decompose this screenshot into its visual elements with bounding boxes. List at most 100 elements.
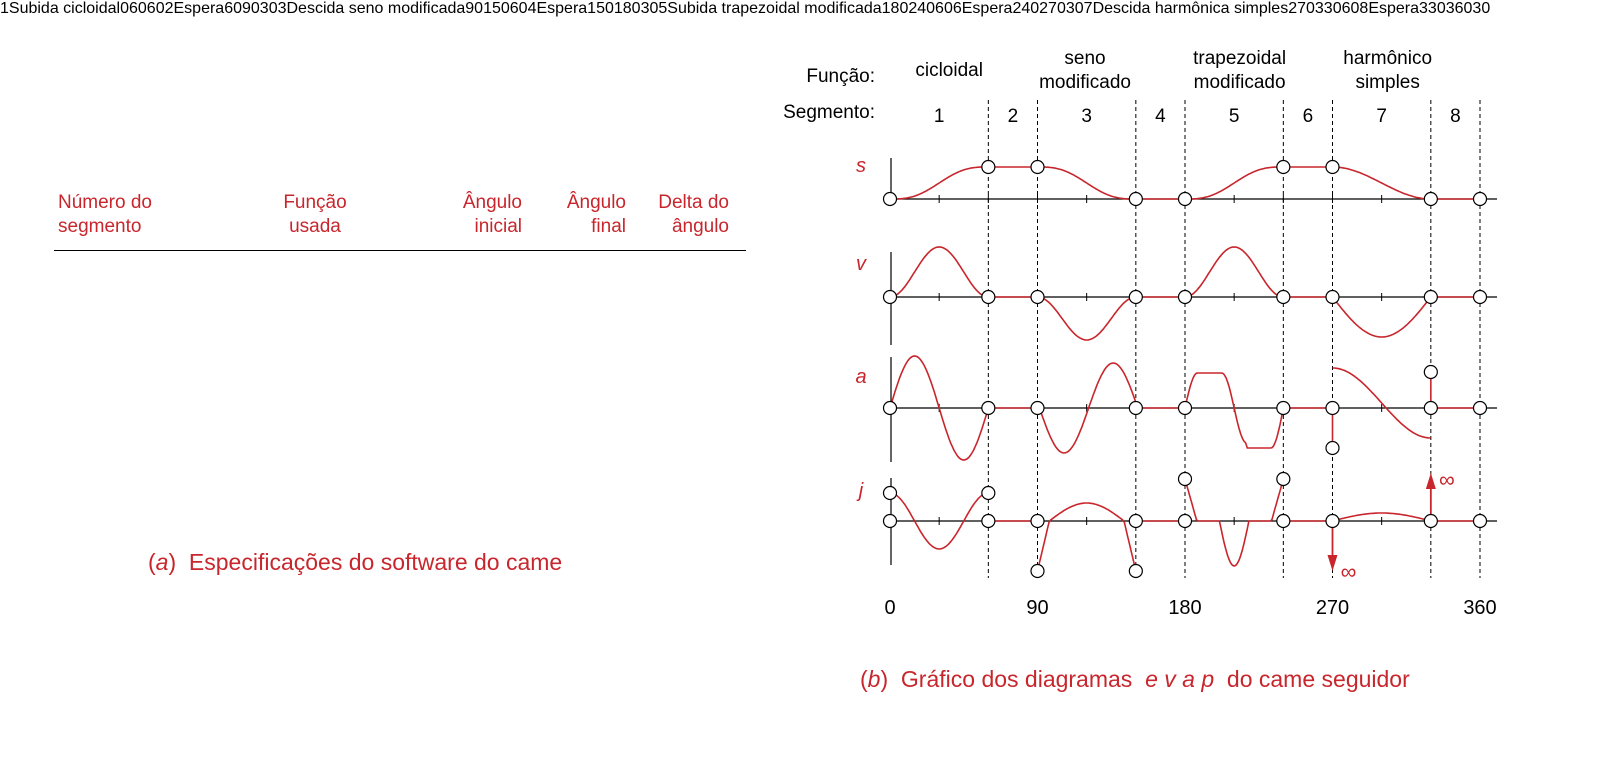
table-header-rule xyxy=(54,250,746,251)
segment-number: 5 xyxy=(1229,106,1240,127)
j-boundary-marker xyxy=(1325,513,1340,529)
cell-function: Subida cicloidal xyxy=(8,0,121,17)
j-boundary-marker xyxy=(882,485,898,501)
v-curve-1 xyxy=(889,246,989,298)
v-curve-3 xyxy=(1037,296,1136,341)
header-function-used: Função usada xyxy=(283,192,347,237)
j-curve-7 xyxy=(1332,512,1431,522)
v-boundary-marker xyxy=(1472,289,1488,305)
x-axis-label: 0 xyxy=(884,597,895,619)
cell-start: 60 xyxy=(224,0,242,17)
a-boundary-marker xyxy=(1128,400,1143,416)
cell-start: 180 xyxy=(881,0,909,17)
cell-end: 240 xyxy=(908,0,936,17)
cell-function: Subida trapezoidal modificada xyxy=(667,0,882,17)
v-boundary-marker xyxy=(1030,289,1045,305)
cell-start: 330 xyxy=(1419,0,1446,17)
infinity-label-down: ∞ xyxy=(1341,559,1357,584)
v-boundary-marker xyxy=(1128,289,1143,305)
cell-segment: 6 xyxy=(952,0,962,17)
j-boundary-marker xyxy=(1423,513,1438,529)
s-boundary-marker xyxy=(1276,159,1291,175)
plot-label-v: v xyxy=(856,253,867,275)
s-curve-fall-harmonic xyxy=(1332,166,1431,200)
segment-number: 7 xyxy=(1376,106,1387,127)
cell-delta: 60 xyxy=(146,0,165,17)
cell-segment: 3 xyxy=(277,0,287,17)
j-boundary-marker xyxy=(1177,513,1193,529)
cell-segment: 4 xyxy=(527,0,537,17)
j-boundary-marker xyxy=(1276,513,1291,529)
cell-function: Espera xyxy=(536,0,588,17)
s-boundary-marker xyxy=(882,191,898,207)
segment-number: 2 xyxy=(1008,106,1019,127)
x-axis-label: 270 xyxy=(1316,597,1349,619)
x-axis-label: 90 xyxy=(1026,597,1048,619)
table-body: 1Subida cicloidal060602Espera6090303Desc… xyxy=(0,0,1604,18)
function-name: seno xyxy=(1064,48,1105,69)
s-curve-rise-trap xyxy=(1185,166,1284,200)
cell-start: 150 xyxy=(587,0,614,17)
s-boundary-marker xyxy=(1128,191,1143,207)
a-curve-3 xyxy=(1037,362,1137,454)
x-axis-label: 180 xyxy=(1168,597,1201,619)
infinity-label-up: ∞ xyxy=(1439,467,1455,492)
j-curve-3 xyxy=(1036,502,1137,572)
s-curve-fall-modsine xyxy=(1037,166,1136,200)
function-name: modificado xyxy=(1194,72,1286,93)
cell-delta: 30 xyxy=(259,0,278,17)
s-boundary-marker xyxy=(981,159,996,175)
cell-function: Espera xyxy=(173,0,225,17)
arrow-up-icon xyxy=(1425,473,1436,489)
s-curve-rise-cycloidal xyxy=(890,166,989,200)
cell-end: 360 xyxy=(1445,0,1473,17)
plot-label-j: j xyxy=(856,480,864,502)
cell-end: 60 xyxy=(129,0,147,17)
plot-label-s: s xyxy=(856,155,866,177)
s-boundary-marker xyxy=(1423,191,1438,207)
s-boundary-marker xyxy=(1325,159,1340,175)
segment-number: 3 xyxy=(1081,106,1092,127)
cell-end: 90 xyxy=(242,0,260,17)
spec-table: Número do segmento Função usada Ângulo inic… xyxy=(0,0,1604,575)
arrow-down-icon xyxy=(1327,555,1338,571)
j-boundary-marker xyxy=(1128,563,1143,579)
function-name: modificado xyxy=(1039,72,1131,93)
function-name: harmônico xyxy=(1343,48,1432,69)
j-boundary-marker xyxy=(1128,513,1143,529)
header-end-angle: Ângulo final xyxy=(566,192,626,237)
v-boundary-marker xyxy=(882,289,898,305)
cell-start: 240 xyxy=(1012,0,1040,17)
cell-function: Espera xyxy=(961,0,1013,17)
segment-number: 4 xyxy=(1155,106,1166,127)
a-boundary-marker xyxy=(1325,400,1340,416)
a-boundary-marker xyxy=(1177,400,1193,416)
plot-label-a: a xyxy=(855,366,866,388)
v-boundary-marker xyxy=(981,289,996,305)
cell-function: Espera xyxy=(1368,0,1420,17)
function-row-label: Função: xyxy=(806,66,875,87)
cell-delta: 30 xyxy=(1065,0,1084,17)
j-boundary-marker xyxy=(1030,563,1045,579)
a-curve-1 xyxy=(889,355,990,461)
cell-segment: 8 xyxy=(1359,0,1369,17)
function-name: simples xyxy=(1355,72,1419,93)
v-boundary-marker xyxy=(1177,289,1193,305)
v-boundary-marker xyxy=(1423,289,1438,305)
cell-segment: 1 xyxy=(0,0,9,17)
x-axis-label: 360 xyxy=(1463,597,1496,619)
a-boundary-marker xyxy=(1325,440,1340,456)
v-curve-7 xyxy=(1331,296,1432,338)
cell-delta: 30 xyxy=(1472,0,1491,17)
table-caption: (a) Especificações do software do came xyxy=(148,549,563,575)
cell-delta: 60 xyxy=(1341,0,1360,17)
j-boundary-marker xyxy=(1030,513,1045,529)
cell-segment: 7 xyxy=(1083,0,1093,17)
cell-start: 270 xyxy=(1288,0,1315,17)
segment-number: 1 xyxy=(934,106,945,127)
s-boundary-marker xyxy=(1472,191,1488,207)
cell-segment: 2 xyxy=(164,0,174,17)
cell-end: 150 xyxy=(483,0,510,17)
a-boundary-marker xyxy=(1423,364,1438,380)
a-boundary-marker xyxy=(1423,400,1438,416)
